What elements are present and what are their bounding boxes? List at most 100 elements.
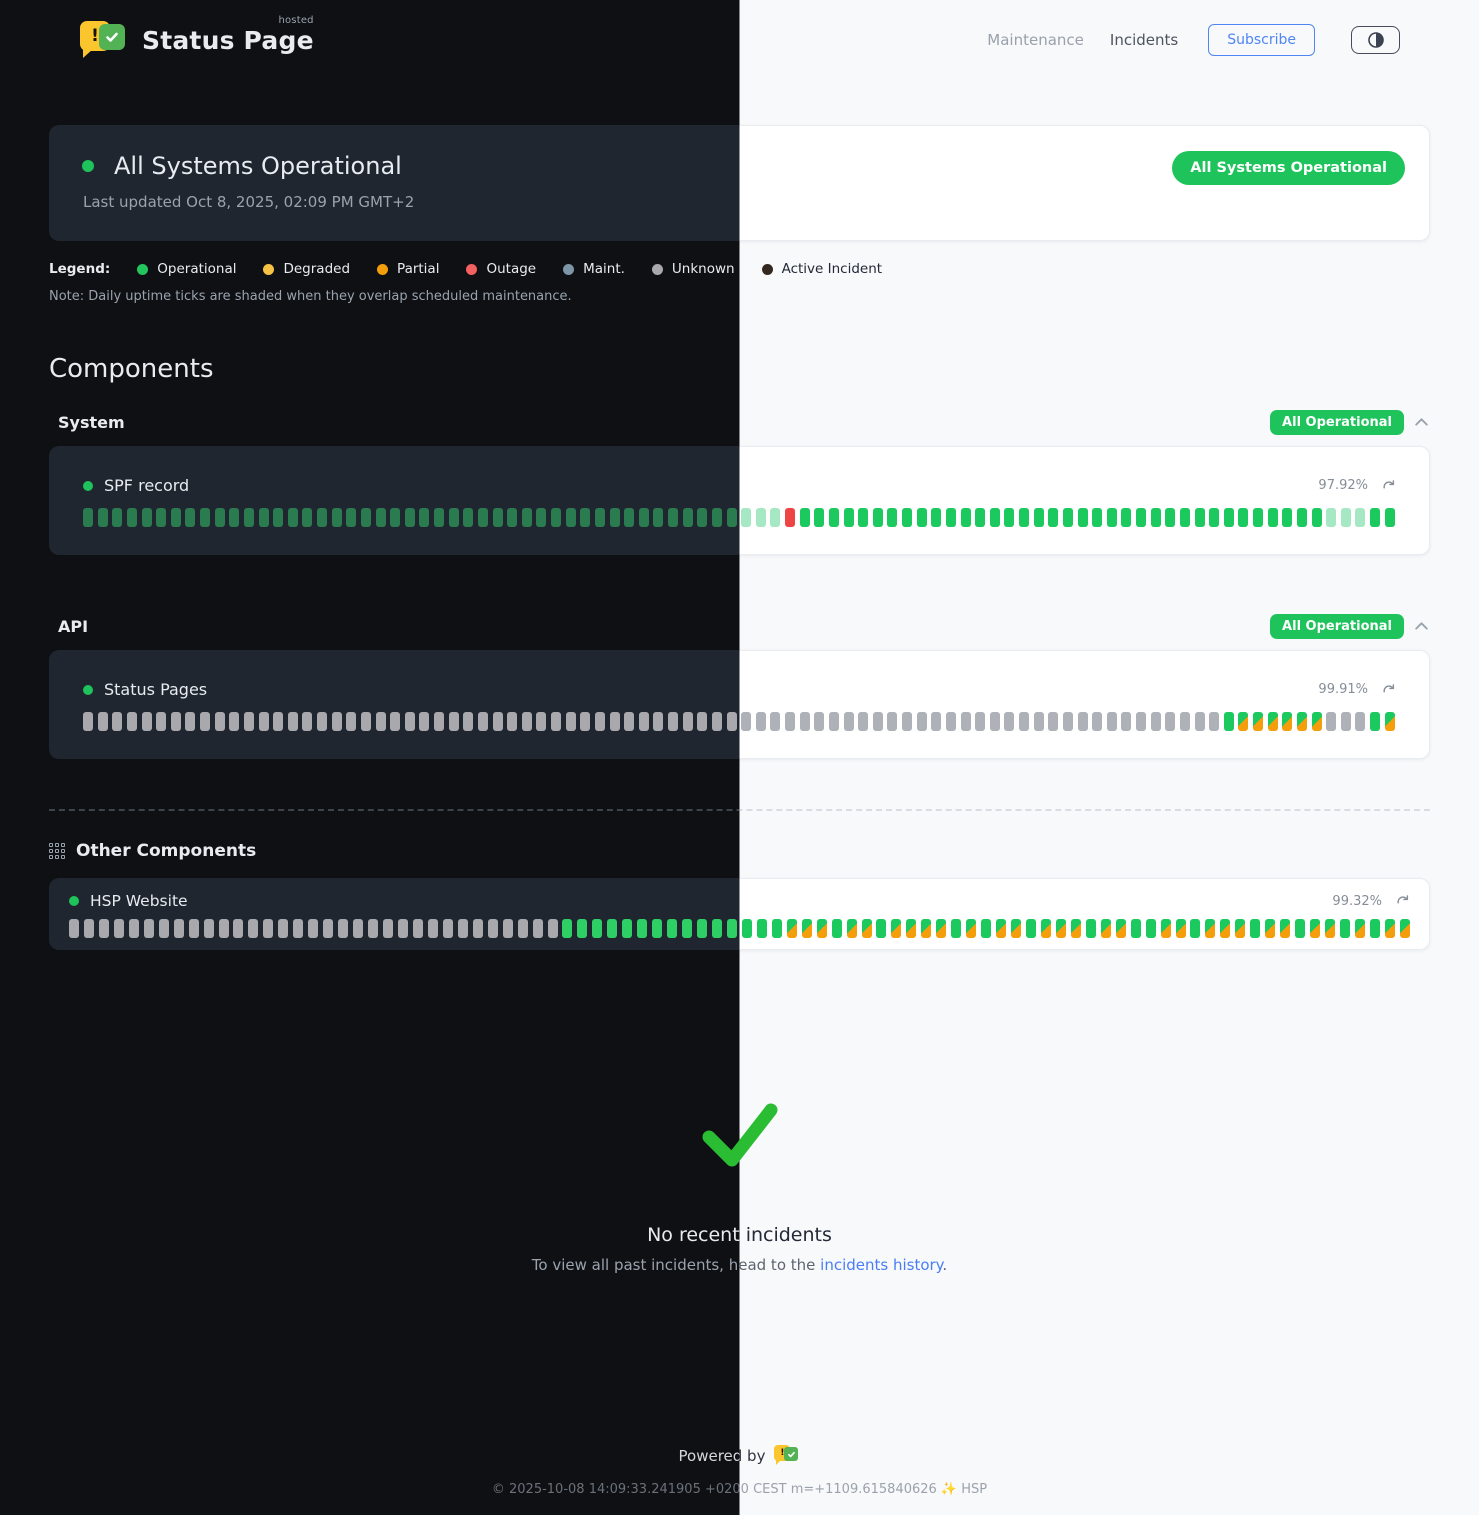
uptime-tick[interactable] <box>1106 712 1117 731</box>
uptime-tick[interactable] <box>507 508 518 527</box>
uptime-tick[interactable] <box>317 712 327 731</box>
uptime-tick[interactable] <box>218 919 229 938</box>
uptime-tick[interactable] <box>185 712 196 731</box>
uptime-tick[interactable] <box>1040 919 1051 938</box>
uptime-tick[interactable] <box>113 919 124 938</box>
uptime-tick[interactable] <box>1115 919 1126 938</box>
uptime-tick[interactable] <box>1326 712 1337 731</box>
uptime-tick[interactable] <box>858 712 869 731</box>
uptime-tick[interactable] <box>1311 508 1322 527</box>
nav-maintenance[interactable]: Maintenance <box>987 31 1084 49</box>
uptime-tick[interactable] <box>243 712 254 731</box>
uptime-tick[interactable] <box>594 508 605 527</box>
uptime-tick[interactable] <box>741 919 752 938</box>
uptime-tick[interactable] <box>966 919 977 938</box>
uptime-tick[interactable] <box>200 712 210 731</box>
uptime-tick[interactable] <box>609 508 620 527</box>
uptime-tick[interactable] <box>726 508 737 527</box>
uptime-tick[interactable] <box>682 712 693 731</box>
uptime-tick[interactable] <box>609 712 620 731</box>
uptime-tick[interactable] <box>1019 508 1029 527</box>
uptime-tick[interactable] <box>1235 919 1246 938</box>
uptime-tick[interactable] <box>188 919 199 938</box>
uptime-tick[interactable] <box>816 919 827 938</box>
uptime-tick[interactable] <box>1194 508 1205 527</box>
uptime-tick[interactable] <box>1100 919 1111 938</box>
uptime-tick[interactable] <box>887 508 898 527</box>
uptime-tick[interactable] <box>126 508 137 527</box>
uptime-tick[interactable] <box>1311 712 1322 731</box>
uptime-tick[interactable] <box>487 919 498 938</box>
uptime-tick[interactable] <box>1223 712 1234 731</box>
uptime-tick[interactable] <box>1250 919 1261 938</box>
uptime-tick[interactable] <box>158 919 169 938</box>
refresh-icon[interactable] <box>1396 894 1410 908</box>
collapse-chevron-icon[interactable] <box>1413 618 1430 635</box>
uptime-tick[interactable] <box>975 712 986 731</box>
uptime-tick[interactable] <box>463 508 474 527</box>
uptime-tick[interactable] <box>843 712 854 731</box>
uptime-tick[interactable] <box>83 712 93 731</box>
uptime-tick[interactable] <box>846 919 857 938</box>
uptime-tick[interactable] <box>831 919 842 938</box>
subscribe-button[interactable]: Subscribe <box>1208 24 1315 56</box>
uptime-tick[interactable] <box>891 919 902 938</box>
uptime-tick[interactable] <box>1340 919 1351 938</box>
uptime-tick[interactable] <box>711 508 722 527</box>
uptime-tick[interactable] <box>214 508 225 527</box>
uptime-tick[interactable] <box>412 919 423 938</box>
uptime-tick[interactable] <box>667 919 678 938</box>
uptime-tick[interactable] <box>622 919 633 938</box>
uptime-tick[interactable] <box>1355 712 1366 731</box>
uptime-tick[interactable] <box>951 919 962 938</box>
uptime-tick[interactable] <box>547 919 558 938</box>
uptime-tick[interactable] <box>1019 712 1029 731</box>
uptime-tick[interactable] <box>302 712 313 731</box>
uptime-tick[interactable] <box>668 712 678 731</box>
uptime-tick[interactable] <box>726 919 737 938</box>
uptime-tick[interactable] <box>652 919 663 938</box>
uptime-tick[interactable] <box>1384 712 1395 731</box>
uptime-tick[interactable] <box>624 508 635 527</box>
uptime-tick[interactable] <box>637 919 648 938</box>
uptime-tick[interactable] <box>638 508 649 527</box>
uptime-tick[interactable] <box>1055 919 1066 938</box>
uptime-tick[interactable] <box>843 508 854 527</box>
uptime-tick[interactable] <box>521 712 532 731</box>
uptime-tick[interactable] <box>580 712 591 731</box>
uptime-tick[interactable] <box>801 919 812 938</box>
uptime-tick[interactable] <box>463 712 474 731</box>
uptime-tick[interactable] <box>1033 712 1044 731</box>
uptime-tick[interactable] <box>1238 712 1249 731</box>
uptime-tick[interactable] <box>1325 919 1336 938</box>
uptime-tick[interactable] <box>243 508 254 527</box>
uptime-tick[interactable] <box>338 919 349 938</box>
uptime-tick[interactable] <box>1253 508 1263 527</box>
uptime-tick[interactable] <box>346 508 357 527</box>
uptime-tick[interactable] <box>785 712 795 731</box>
uptime-tick[interactable] <box>741 508 752 527</box>
uptime-tick[interactable] <box>1070 919 1081 938</box>
uptime-tick[interactable] <box>577 919 588 938</box>
uptime-tick[interactable] <box>945 712 956 731</box>
uptime-tick[interactable] <box>1136 712 1146 731</box>
uptime-tick[interactable] <box>1160 919 1171 938</box>
uptime-tick[interactable] <box>185 508 196 527</box>
uptime-tick[interactable] <box>697 508 708 527</box>
uptime-tick[interactable] <box>770 508 781 527</box>
uptime-tick[interactable] <box>442 919 453 938</box>
uptime-tick[interactable] <box>331 712 342 731</box>
theme-toggle-button[interactable] <box>1351 26 1400 54</box>
uptime-tick[interactable] <box>229 712 240 731</box>
uptime-tick[interactable] <box>1062 712 1073 731</box>
uptime-tick[interactable] <box>1238 508 1249 527</box>
uptime-tick[interactable] <box>916 712 927 731</box>
uptime-tick[interactable] <box>861 919 872 938</box>
uptime-tick[interactable] <box>1399 919 1410 938</box>
uptime-tick[interactable] <box>472 919 483 938</box>
uptime-tick[interactable] <box>83 919 94 938</box>
uptime-tick[interactable] <box>1384 508 1395 527</box>
uptime-tick[interactable] <box>1282 508 1293 527</box>
brand-logo[interactable]: ! hosted Status Page <box>80 15 314 61</box>
uptime-tick[interactable] <box>112 712 123 731</box>
